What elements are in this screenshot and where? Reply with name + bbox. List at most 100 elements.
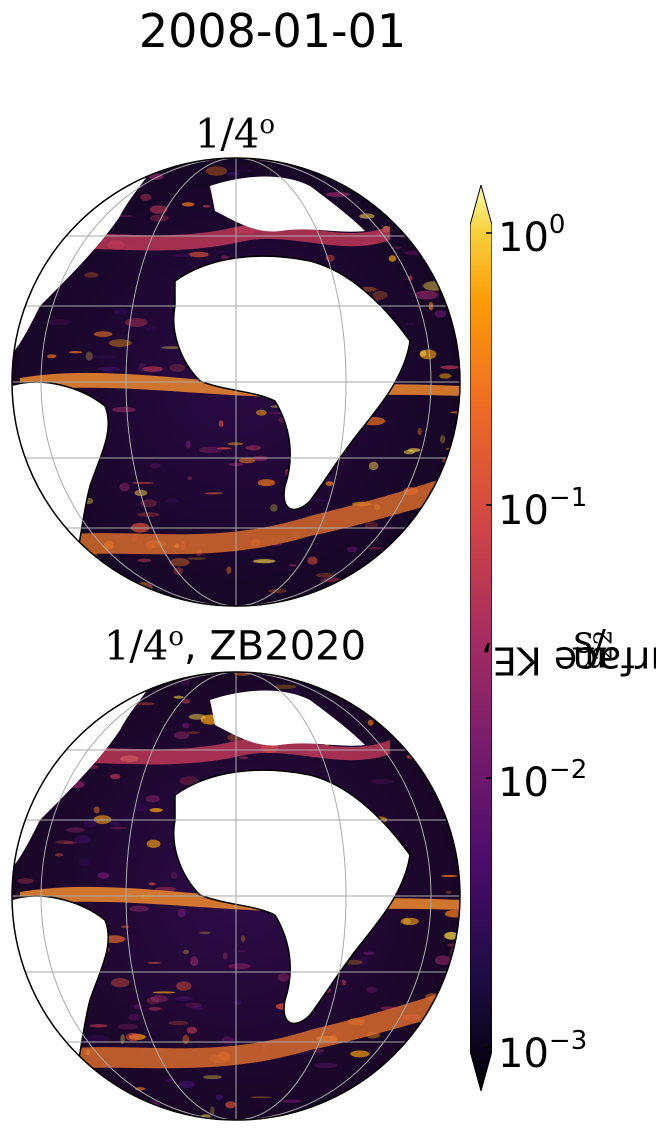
eddy-mark (48, 236, 55, 241)
eddy-mark (412, 532, 434, 541)
eddy-mark (37, 674, 44, 678)
eddy-mark (288, 564, 297, 567)
eddy-mark (199, 931, 211, 935)
eddy-mark (322, 159, 330, 168)
panel-2-title-math: 1/4 (103, 623, 169, 670)
eddy-mark (150, 995, 169, 1003)
eddy-mark (12, 290, 22, 301)
eddy-mark (256, 409, 267, 416)
eddy-mark (245, 445, 261, 451)
eddy-mark (82, 165, 106, 175)
eddy-mark (332, 677, 352, 685)
eddy-mark (307, 556, 318, 565)
eddy-mark (188, 251, 209, 258)
land-europe (210, 690, 365, 746)
eddy-mark (228, 963, 251, 970)
eddy-mark (86, 1034, 110, 1044)
tick-base: 10 (498, 1031, 549, 1077)
eddy-mark (437, 767, 449, 771)
eddy-mark (55, 208, 75, 216)
eddy-mark (400, 534, 407, 541)
eddy-mark (139, 1108, 151, 1112)
eddy-mark (93, 354, 115, 360)
eddy-mark (452, 1085, 460, 1089)
eddy-mark (62, 165, 82, 175)
eddy-mark (292, 687, 300, 696)
eddy-mark (140, 193, 152, 201)
eddy-mark (233, 672, 253, 676)
eddy-mark (29, 679, 45, 688)
eddy-mark (388, 727, 396, 732)
tick-base: 10 (498, 488, 549, 534)
colorbar-tick-label-2: 10−2 (498, 757, 587, 803)
eddy-mark (388, 255, 397, 262)
eddy-mark (97, 366, 121, 372)
eddy-mark (137, 512, 160, 517)
eddy-mark (433, 224, 438, 230)
eddy-mark (416, 536, 430, 540)
eddy-mark (133, 804, 150, 812)
eddy-mark (120, 1034, 125, 1044)
eddy-mark (442, 1117, 460, 1120)
eddy-mark (218, 420, 224, 427)
eddy-mark (446, 890, 452, 894)
eddy-mark (419, 350, 427, 357)
eddy-mark (237, 169, 252, 173)
eddy-mark (66, 201, 76, 204)
eddy-mark (420, 1028, 438, 1037)
eddy-mark (12, 161, 16, 166)
eddy-mark (387, 672, 395, 675)
eddy-mark (404, 250, 428, 256)
eddy-mark (12, 737, 23, 743)
eddy-mark (125, 318, 148, 327)
eddy-mark (47, 354, 57, 359)
eddy-mark (210, 1106, 215, 1116)
eddy-mark (225, 1101, 236, 1109)
eddy-mark (204, 492, 223, 495)
eddy-mark (120, 925, 129, 929)
eddy-mark (173, 695, 184, 699)
eddy-mark (353, 1106, 364, 1109)
eddy-mark (149, 205, 168, 214)
eddy-mark (444, 909, 460, 918)
eddy-mark (354, 674, 364, 681)
eddy-mark (440, 365, 460, 370)
eddy-mark (128, 1013, 140, 1021)
eddy-mark (216, 447, 232, 450)
eddy-mark (221, 1036, 234, 1045)
eddy-mark (414, 290, 439, 300)
eddy-mark (376, 580, 385, 586)
eddy-mark (93, 331, 113, 337)
eddy-mark (25, 714, 36, 721)
eddy-mark (370, 779, 394, 784)
eddy-mark (431, 492, 447, 495)
eddy-mark (57, 1078, 67, 1083)
eddy-mark (451, 228, 460, 236)
eddy-mark (177, 908, 186, 918)
eddy-mark (65, 827, 85, 833)
eddy-mark (291, 1117, 306, 1120)
eddy-mark (12, 213, 20, 222)
eddy-mark (364, 521, 379, 530)
eddy-mark (400, 917, 419, 926)
globe-map-2 (11, 671, 461, 1121)
eddy-mark (381, 163, 398, 166)
eddy-mark (446, 1002, 460, 1012)
eddy-mark (253, 559, 276, 564)
colorbar-label-unit-b: /s (573, 623, 606, 667)
eddy-mark (316, 573, 336, 578)
eddy-mark (54, 853, 64, 857)
eddy-mark (24, 503, 31, 512)
eddy-mark (434, 310, 447, 318)
eddy-mark (147, 961, 161, 964)
eddy-mark (185, 1002, 202, 1008)
colorbar-ticks (486, 232, 492, 1048)
eddy-mark (179, 776, 199, 785)
eddy-mark (18, 1100, 34, 1110)
eddy-mark (239, 756, 249, 760)
coastline-africa (173, 255, 411, 511)
eddy-mark (102, 1103, 118, 1112)
eddy-mark (12, 297, 24, 307)
eddy-mark (44, 1028, 49, 1035)
eddy-mark (419, 176, 437, 186)
